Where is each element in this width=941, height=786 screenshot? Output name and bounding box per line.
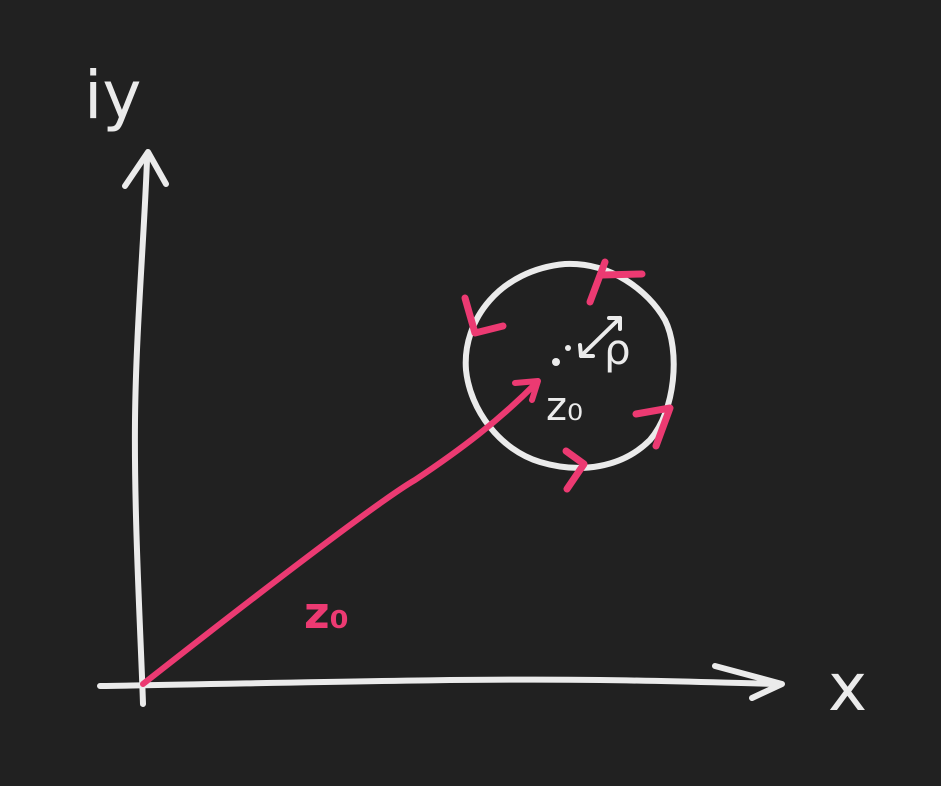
radius-arrow-line xyxy=(579,316,622,358)
radius-label: ρ xyxy=(604,325,631,374)
orientation-arrow-bottom xyxy=(562,447,588,493)
contour-circle xyxy=(462,260,677,471)
x-axis-line xyxy=(97,676,783,689)
y-axis-line xyxy=(131,157,150,707)
orientation-arrow-top xyxy=(598,270,646,279)
y-axis xyxy=(122,149,169,707)
vector-z0-label: z₀ xyxy=(304,588,349,639)
radius-arrowhead-outer xyxy=(607,316,622,331)
vector-z0-arrowhead xyxy=(512,378,541,403)
orientation-arrow-right xyxy=(632,404,674,450)
y-axis-arrowhead xyxy=(122,149,169,189)
radius-arrowhead-inner xyxy=(578,343,595,358)
orientation-arrow-left xyxy=(461,294,507,337)
contour-orientation-arrows xyxy=(461,258,674,493)
x-axis-label: x xyxy=(828,649,867,726)
radius-indicator xyxy=(578,316,622,358)
x-axis xyxy=(97,663,785,701)
vector-z0 xyxy=(140,378,541,687)
y-axis-label: iy xyxy=(84,57,141,134)
x-axis-arrowhead xyxy=(712,663,785,701)
center-point-mark xyxy=(565,345,571,351)
center-point xyxy=(552,358,560,366)
vector-z0-line xyxy=(140,379,540,687)
orientation-arrow-top-tail xyxy=(586,258,609,306)
center-z0-label: z₀ xyxy=(546,384,583,430)
